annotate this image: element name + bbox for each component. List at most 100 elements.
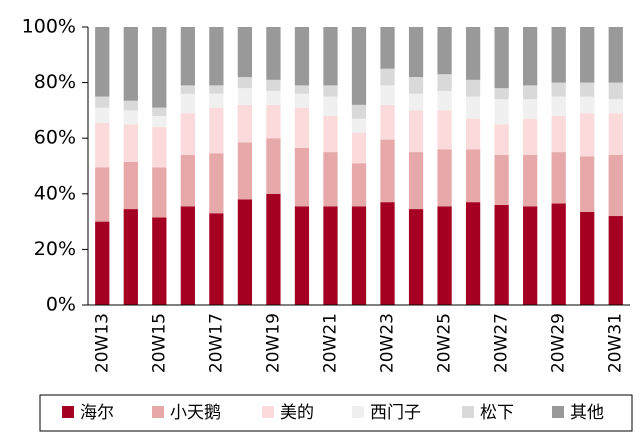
y-tick-label: 0% (46, 294, 76, 316)
bar-segment (465, 27, 481, 80)
bar-segment (123, 100, 138, 111)
bar-segment (180, 93, 195, 114)
bar-segment (523, 99, 538, 119)
bar-segment (523, 154, 538, 207)
bar-segment (437, 149, 452, 207)
bar-segment (551, 27, 566, 83)
bar-segment (323, 27, 338, 86)
bar-segment (95, 96, 110, 108)
y-tick-label: 60% (34, 127, 76, 149)
bar-segment (209, 93, 224, 108)
bar-segment (323, 206, 338, 305)
bar-segment (551, 82, 566, 97)
bar-segment (523, 85, 538, 100)
bar-segment (152, 167, 167, 218)
bar-segment (209, 85, 224, 94)
bar-segment (294, 85, 310, 94)
x-tick-label: 20W21 (320, 313, 340, 373)
bar-segment (551, 96, 566, 116)
bar-segment (408, 27, 424, 78)
x-tick-label: 20W13 (92, 313, 112, 373)
bar-segment (351, 206, 367, 305)
bar-segment (608, 154, 623, 217)
bar-segment (351, 163, 367, 207)
legend-label: 西门子 (370, 403, 421, 423)
bar-segment (437, 74, 452, 91)
bar-segment (237, 77, 253, 89)
bar-segment (494, 88, 509, 100)
x-tick-label: 20W23 (378, 313, 398, 373)
x-tick-label: 20W29 (549, 313, 569, 373)
legend-label: 海尔 (80, 403, 114, 423)
bar-segment (465, 149, 481, 203)
x-tick-label: 20W25 (435, 313, 455, 373)
bar-segment (437, 110, 452, 150)
bar-segment (180, 206, 195, 305)
bar-segment (351, 104, 367, 119)
bar-segment (123, 209, 138, 305)
bar-segment (608, 82, 623, 100)
bar-segment (494, 27, 509, 89)
y-tick-label: 100% (22, 16, 76, 38)
bar-segment (152, 107, 167, 116)
x-tick-label: 20W19 (263, 313, 283, 373)
bar-segment (465, 202, 481, 305)
bar-segment (380, 27, 395, 69)
bar-segment (266, 138, 281, 194)
bar-segment (551, 152, 566, 204)
bar-segment (237, 142, 253, 200)
bar-segment (237, 104, 253, 143)
legend-swatch (552, 406, 564, 418)
legend-label: 美的 (280, 403, 314, 423)
bar-segment (209, 153, 224, 214)
legend-label: 小天鹅 (170, 403, 221, 423)
bar-segment (323, 115, 338, 153)
legend-box (39, 394, 633, 432)
bar-segment (266, 27, 281, 80)
bar-segment (465, 118, 481, 150)
bar-segment (380, 85, 395, 105)
x-tick-label: 20W27 (492, 313, 512, 373)
bar-segment (323, 96, 338, 116)
bar-segment (608, 99, 623, 114)
bar-segment (294, 107, 310, 148)
bar-segment (323, 152, 338, 207)
bar-segment (580, 113, 595, 157)
bar-segment (266, 104, 281, 139)
bar-segment (523, 27, 538, 86)
bar-segment (123, 161, 138, 210)
bar-segment (152, 115, 167, 128)
legend-swatch (152, 406, 164, 418)
bar-segment (351, 27, 367, 105)
bar-segment (266, 79, 281, 91)
bar-segment (380, 139, 395, 203)
bar-segment (323, 85, 338, 97)
legend-swatch (462, 406, 474, 418)
bar-segment (494, 99, 509, 125)
bar-segment (408, 209, 424, 305)
legend-label: 松下 (480, 403, 514, 423)
bar-segment (152, 27, 167, 108)
bar-segment (580, 82, 595, 97)
bar-segment (294, 206, 310, 305)
bar-segment (237, 88, 253, 105)
y-tick-label: 20% (34, 238, 76, 260)
bar-segment (209, 213, 224, 305)
x-tick-label: 20W17 (206, 313, 226, 373)
bar-segment (180, 154, 195, 207)
bar-segment (523, 118, 538, 155)
bar-segment (237, 27, 253, 78)
bar-segment (494, 124, 509, 155)
bar-segment (209, 27, 224, 86)
bar-segment (152, 127, 167, 168)
x-tick-label: 20W31 (606, 313, 626, 373)
bar-segment (123, 27, 138, 101)
bar-segment (123, 110, 138, 125)
bar-segment (380, 104, 395, 140)
bar-segment (294, 147, 310, 207)
bar-segment (209, 107, 224, 154)
bar-segment (294, 27, 310, 86)
legend-swatch (262, 406, 274, 418)
bar-segment (95, 221, 110, 305)
